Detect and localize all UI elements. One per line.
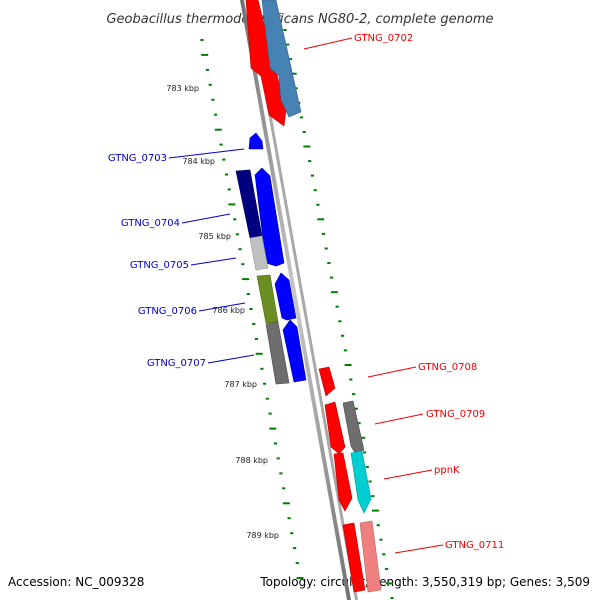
label-ppnK[interactable]: ppnK: [434, 465, 460, 476]
label-GTNG_0704[interactable]: GTNG_0704: [121, 218, 180, 229]
label-GTNG_0708[interactable]: GTNG_0708: [418, 362, 477, 373]
cog-GTNG_0711: [359, 520, 382, 593]
genome-summary-text: Topology: circular; Length: 3,550,319 bp…: [259, 575, 590, 589]
accession-text: Accession: NC_009328: [8, 575, 144, 589]
gene-GTNG_0708[interactable]: [318, 366, 336, 397]
scale-label-787: 787 kbp: [224, 380, 257, 389]
cog-GTNG_0706: [256, 274, 279, 324]
scale-label-783: 783 kbp: [166, 84, 199, 93]
map-title: Geobacillus thermodenitrificans NG80-2, …: [106, 12, 493, 27]
gene-labels: GTNG_0702 GTNG_0703 GTNG_0704 GTNG_0705 …: [108, 33, 504, 551]
gene-GTNG_0707[interactable]: [282, 319, 307, 383]
gene-GTNG_0711[interactable]: [342, 522, 366, 593]
scale-label-784: 784 kbp: [182, 157, 215, 166]
label-GTNG_0706[interactable]: GTNG_0706: [138, 306, 197, 317]
label-leaders: [168, 37, 444, 554]
scale-label-789: 789 kbp: [246, 531, 279, 540]
gene-GTNG_0703[interactable]: [248, 132, 264, 150]
gene-ppnK[interactable]: [333, 452, 353, 512]
gene-GTNG_0706[interactable]: [274, 272, 297, 321]
cog-GTNG_0702: [261, 0, 302, 118]
scale-label-785: 785 kbp: [198, 232, 231, 241]
label-GTNG_0705[interactable]: GTNG_0705: [130, 260, 189, 271]
backbone: [240, 0, 358, 600]
cog-GTNG_0705: [249, 235, 269, 271]
label-GTNG_0703[interactable]: GTNG_0703: [108, 153, 167, 164]
label-GTNG_0702[interactable]: GTNG_0702: [354, 33, 413, 44]
scale-labels: 783 kbp 784 kbp 785 kbp 786 kbp 787 kbp …: [166, 84, 279, 540]
scale-label-786: 786 kbp: [212, 306, 245, 315]
cog-GTNG_0709: [342, 400, 365, 454]
gene-GTNG_0709[interactable]: [324, 401, 346, 455]
gene-features: [235, 0, 382, 593]
scale-ticks: [200, 29, 394, 599]
scale-label-788: 788 kbp: [235, 456, 268, 465]
cog-GTNG_0707: [265, 321, 290, 385]
label-GTNG_0709[interactable]: GTNG_0709: [426, 409, 485, 420]
label-GTNG_0711[interactable]: GTNG_0711: [445, 540, 504, 551]
cog-ppnK: [350, 450, 372, 514]
label-GTNG_0707[interactable]: GTNG_0707: [147, 358, 206, 369]
gene-GTNG_0702[interactable]: [245, 0, 287, 127]
